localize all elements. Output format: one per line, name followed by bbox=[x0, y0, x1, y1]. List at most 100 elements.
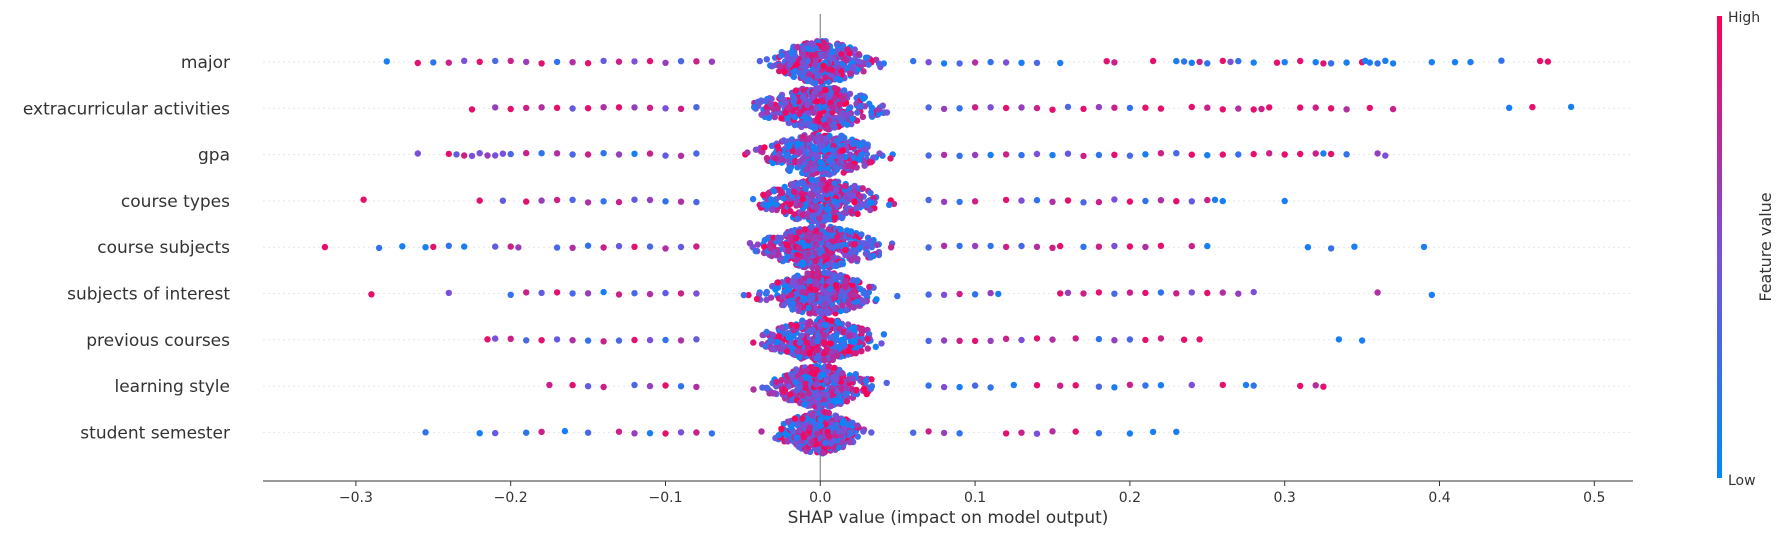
shap-point bbox=[790, 98, 797, 106]
shap-point bbox=[868, 429, 875, 436]
shap-point bbox=[925, 59, 932, 66]
shap-point bbox=[1467, 58, 1474, 66]
shap-point bbox=[553, 104, 561, 112]
shap-point bbox=[987, 104, 994, 111]
shap-point bbox=[845, 321, 852, 328]
shap-point bbox=[1366, 104, 1374, 112]
shap-point bbox=[1250, 106, 1257, 113]
shap-point bbox=[677, 429, 685, 436]
shap-point bbox=[538, 428, 545, 435]
shap-point bbox=[1297, 150, 1304, 158]
shap-point bbox=[827, 440, 835, 447]
shap-point bbox=[788, 227, 795, 235]
shap-point bbox=[774, 279, 782, 286]
feature-label: student semester bbox=[80, 423, 230, 443]
shap-point bbox=[862, 54, 870, 61]
shap-point bbox=[776, 62, 783, 70]
shap-point bbox=[553, 150, 561, 157]
shap-point bbox=[849, 249, 856, 256]
shap-point bbox=[787, 164, 794, 172]
shap-point bbox=[1204, 242, 1211, 250]
x-axis-title: SHAP value (impact on model output) bbox=[788, 508, 1109, 528]
shap-point bbox=[854, 210, 861, 218]
shap-point bbox=[693, 429, 700, 436]
shap-point bbox=[878, 340, 885, 347]
shap-point bbox=[1111, 384, 1118, 391]
shap-point bbox=[1420, 243, 1428, 251]
shap-point bbox=[631, 290, 638, 297]
shap-point bbox=[832, 198, 839, 206]
shap-point bbox=[600, 383, 607, 391]
shap-point bbox=[774, 105, 781, 112]
shap-point bbox=[1219, 289, 1227, 296]
shap-point bbox=[867, 199, 874, 206]
shap-point bbox=[811, 89, 818, 97]
feature-label: major bbox=[181, 53, 230, 73]
shap-point bbox=[1149, 57, 1157, 65]
shap-point bbox=[835, 75, 842, 83]
shap-point bbox=[813, 391, 821, 399]
shap-point bbox=[750, 386, 757, 393]
shap-point bbox=[693, 336, 700, 343]
shap-point bbox=[867, 189, 874, 197]
shap-point bbox=[829, 353, 837, 361]
shap-point bbox=[492, 429, 499, 437]
shap-point bbox=[1126, 243, 1134, 250]
colorbar-title: Feature value bbox=[1756, 192, 1775, 301]
shap-point bbox=[1072, 428, 1079, 435]
shap-point bbox=[1064, 150, 1072, 157]
shap-point bbox=[827, 285, 834, 293]
shap-point bbox=[1049, 198, 1056, 205]
shap-point bbox=[925, 244, 932, 251]
shap-point bbox=[845, 298, 852, 305]
shap-point bbox=[1018, 104, 1025, 111]
shap-point bbox=[1095, 289, 1103, 296]
shap-point bbox=[761, 236, 768, 244]
shap-point bbox=[843, 398, 851, 405]
shap-point bbox=[825, 363, 833, 370]
shap-point bbox=[804, 57, 811, 65]
shap-point bbox=[368, 291, 375, 298]
shap-point bbox=[445, 242, 452, 249]
shap-point bbox=[1033, 197, 1041, 204]
shap-point bbox=[843, 121, 851, 128]
shap-point bbox=[805, 233, 813, 240]
shap-point bbox=[1188, 242, 1196, 250]
shap-point bbox=[857, 103, 864, 110]
shap-point bbox=[860, 385, 868, 393]
shap-point bbox=[865, 61, 872, 68]
shap-point bbox=[600, 338, 607, 345]
shap-point bbox=[1111, 337, 1118, 344]
shap-point bbox=[1343, 151, 1350, 158]
shap-point bbox=[631, 430, 638, 437]
shap-point bbox=[825, 226, 832, 233]
shap-point bbox=[859, 113, 867, 121]
shap-point bbox=[841, 209, 848, 216]
shap-point bbox=[763, 154, 771, 162]
shap-point bbox=[1351, 243, 1358, 250]
shap-point bbox=[771, 390, 778, 397]
shap-point bbox=[1196, 58, 1203, 66]
shap-point bbox=[838, 112, 845, 119]
shap-point bbox=[1366, 59, 1374, 66]
shap-point bbox=[806, 71, 813, 78]
shap-point bbox=[1266, 150, 1273, 157]
shap-point bbox=[956, 198, 963, 206]
shap-point bbox=[761, 144, 768, 151]
shap-point bbox=[708, 58, 716, 65]
shap-point bbox=[468, 152, 476, 160]
shap-point bbox=[849, 276, 857, 284]
shap-point bbox=[845, 162, 852, 170]
shap-point bbox=[825, 433, 833, 440]
shap-point bbox=[1002, 151, 1010, 158]
shap-point bbox=[1126, 198, 1134, 205]
shap-point bbox=[804, 270, 811, 277]
shap-point bbox=[971, 242, 979, 250]
shap-point bbox=[646, 57, 654, 65]
shap-point bbox=[615, 58, 623, 65]
shap-point bbox=[662, 152, 669, 159]
shap-point bbox=[849, 63, 857, 71]
shap-point bbox=[1219, 151, 1227, 158]
shap-point bbox=[1219, 106, 1227, 113]
shap-point bbox=[763, 288, 770, 296]
